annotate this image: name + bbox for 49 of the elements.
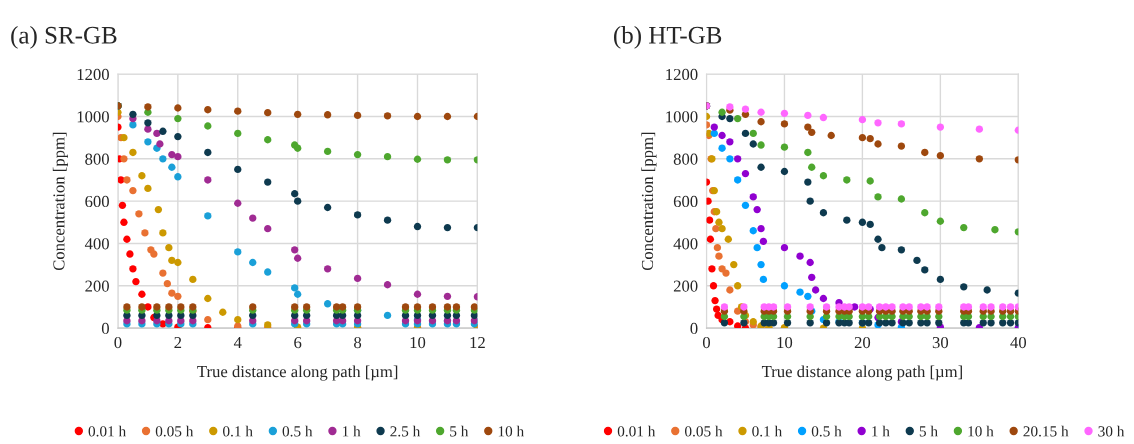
x-tick-label: 10: [410, 336, 426, 349]
chart-title: (a) SR-GB: [11, 26, 117, 49]
x-tick-label: 0: [702, 336, 711, 349]
x-tick-label: 4: [233, 337, 242, 349]
y-tick-label: 1200: [77, 68, 109, 81]
x-tick-label: 8: [354, 336, 362, 349]
y-tick-label: 1000: [666, 111, 698, 123]
y-tick-label: 600: [673, 195, 698, 208]
y-tick-label: 0: [690, 322, 698, 335]
y-tick-label: 1200: [666, 68, 698, 81]
legend-label: 0.01 h: [617, 425, 656, 437]
y-tick-label: 200: [85, 280, 109, 292]
y-tick-label: 1000: [77, 111, 109, 123]
x-tick-label: 10: [777, 336, 793, 349]
x-tick-label: 6: [294, 336, 302, 349]
chart-title: (b) HT-GB: [614, 26, 722, 49]
x-tick-label: 30: [932, 336, 949, 349]
legend-label: 5 h: [450, 425, 469, 437]
y-tick-label: 400: [673, 238, 698, 250]
x-tick-label: 40: [1010, 336, 1027, 349]
x-tick-label: 2: [174, 336, 182, 349]
legend-label: 0.05 h: [685, 425, 723, 437]
y-axis-title: Concentration [ppm]: [52, 132, 68, 271]
x-axis-title: True distance along path [µm]: [197, 365, 398, 381]
y-tick-label: 600: [85, 195, 109, 208]
y-axis-title: Concentration [ppm]: [641, 132, 657, 271]
y-tick-label: 800: [673, 153, 698, 165]
legend-label: 30 h: [1098, 425, 1125, 437]
legend-label: 0.01 h: [88, 425, 126, 437]
x-tick-label: 0: [114, 336, 122, 349]
legend-label: 10 h: [968, 425, 994, 437]
x-tick-label: 12: [470, 336, 485, 349]
legend-label: 1 h: [342, 425, 361, 437]
legend-label: 0.5 h: [282, 425, 313, 437]
legend-label: 10 h: [498, 425, 524, 437]
legend-label: 0.1 h: [752, 425, 782, 437]
legend-label: 0.5 h: [811, 425, 842, 437]
legend-label: 20.15 h: [1023, 425, 1069, 437]
legend-label: 0.1 h: [223, 425, 253, 437]
y-tick-label: 200: [673, 280, 698, 292]
legend-label: 2.5 h: [390, 425, 421, 437]
x-axis-title: True distance along path [µm]: [761, 365, 962, 381]
y-tick-label: 800: [85, 153, 109, 165]
y-tick-label: 0: [101, 322, 109, 335]
x-tick-label: 20: [854, 336, 871, 349]
legend-label: 5 h: [919, 425, 938, 437]
y-tick-label: 400: [84, 238, 109, 250]
legend-label: 1 h: [872, 425, 890, 437]
legend-label: 0.05 h: [155, 425, 194, 437]
